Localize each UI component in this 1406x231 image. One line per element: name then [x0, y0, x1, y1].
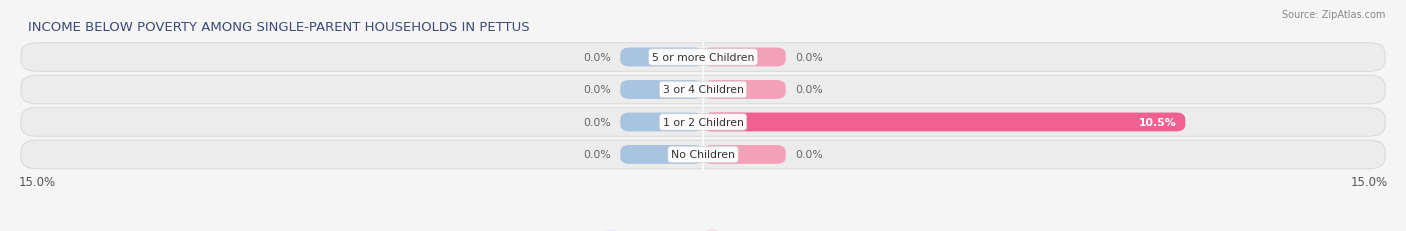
Text: 15.0%: 15.0%	[1350, 175, 1388, 188]
FancyBboxPatch shape	[703, 48, 786, 67]
FancyBboxPatch shape	[620, 113, 703, 132]
FancyBboxPatch shape	[21, 108, 1385, 137]
Text: 0.0%: 0.0%	[583, 150, 612, 160]
FancyBboxPatch shape	[620, 81, 703, 100]
Text: INCOME BELOW POVERTY AMONG SINGLE-PARENT HOUSEHOLDS IN PETTUS: INCOME BELOW POVERTY AMONG SINGLE-PARENT…	[28, 21, 530, 34]
Legend: Single Father, Single Mother: Single Father, Single Mother	[600, 227, 806, 231]
Text: 1 or 2 Children: 1 or 2 Children	[662, 117, 744, 128]
FancyBboxPatch shape	[21, 76, 1385, 104]
FancyBboxPatch shape	[620, 48, 703, 67]
Text: Source: ZipAtlas.com: Source: ZipAtlas.com	[1281, 10, 1385, 20]
Text: 0.0%: 0.0%	[583, 85, 612, 95]
FancyBboxPatch shape	[703, 113, 1185, 132]
Text: 10.5%: 10.5%	[1139, 117, 1175, 128]
Text: 5 or more Children: 5 or more Children	[652, 53, 754, 63]
Text: 15.0%: 15.0%	[18, 175, 56, 188]
Text: 3 or 4 Children: 3 or 4 Children	[662, 85, 744, 95]
FancyBboxPatch shape	[21, 43, 1385, 72]
Text: No Children: No Children	[671, 150, 735, 160]
Text: 0.0%: 0.0%	[583, 53, 612, 63]
FancyBboxPatch shape	[703, 145, 786, 164]
Text: 0.0%: 0.0%	[794, 53, 823, 63]
FancyBboxPatch shape	[21, 140, 1385, 169]
FancyBboxPatch shape	[620, 145, 703, 164]
Text: 0.0%: 0.0%	[794, 150, 823, 160]
FancyBboxPatch shape	[703, 81, 786, 100]
Text: 0.0%: 0.0%	[794, 85, 823, 95]
Text: 0.0%: 0.0%	[583, 117, 612, 128]
